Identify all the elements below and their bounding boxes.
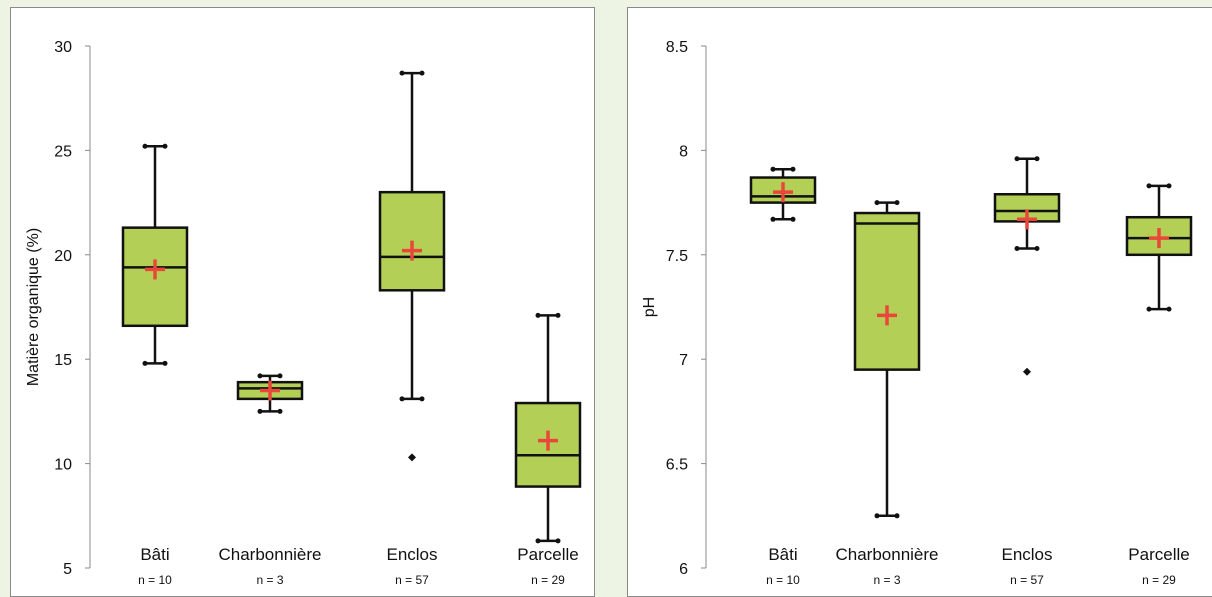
cap-dot: [1166, 306, 1172, 312]
cap-dot: [874, 200, 880, 206]
category-label: Charbonnière: [835, 545, 938, 564]
outlier-point: [1023, 367, 1031, 376]
cap-dot: [770, 216, 776, 222]
cap-dot: [1034, 156, 1040, 162]
cap-dot: [419, 70, 425, 76]
sample-count-label: n = 10: [138, 573, 172, 587]
outlier-point: [408, 453, 416, 462]
y-tick-label: 6: [679, 561, 688, 578]
category-label: Parcelle: [1128, 545, 1189, 564]
box-iqr: [853, 211, 921, 371]
y-tick-label: 8: [679, 143, 688, 160]
sample-count-label: n = 10: [766, 573, 800, 587]
cap-dot: [1014, 246, 1020, 252]
category-label: Parcelle: [517, 545, 578, 564]
y-tick-label: 7.5: [666, 248, 688, 265]
cap-dot: [1166, 183, 1172, 189]
y-tick-label: 30: [54, 39, 72, 56]
cap-dot: [399, 396, 405, 402]
cap-dot: [399, 70, 405, 76]
cap-dot: [535, 312, 541, 318]
y-tick-label: 10: [54, 457, 72, 474]
cap-dot: [555, 312, 561, 318]
y-tick-label: 15: [54, 352, 72, 369]
sample-count-label: n = 3: [256, 573, 283, 587]
cap-dot: [790, 166, 796, 172]
cap-dot: [277, 373, 283, 379]
cap-dot: [142, 143, 148, 149]
cap-dot: [277, 408, 283, 414]
y-axis-label: pH: [641, 297, 658, 317]
y-axis-label: Matière organique (%): [25, 228, 42, 386]
cap-dot: [894, 200, 900, 206]
chart-panel-organic-matter: [10, 7, 595, 597]
y-tick-label: 20: [54, 248, 72, 265]
sample-count-label: n = 57: [395, 573, 429, 587]
category-label: Charbonnière: [218, 545, 321, 564]
cap-dot: [142, 360, 148, 366]
cap-dot: [535, 538, 541, 544]
cap-dot: [555, 538, 561, 544]
y-tick-label: 5: [63, 561, 72, 578]
cap-dot: [894, 513, 900, 519]
category-label: Enclos: [1001, 545, 1052, 564]
cap-dot: [162, 143, 168, 149]
cap-dot: [770, 166, 776, 172]
cap-dot: [874, 513, 880, 519]
cap-dot: [162, 360, 168, 366]
category-label: Bâti: [140, 545, 169, 564]
cap-dot: [1146, 306, 1152, 312]
category-label: Enclos: [386, 545, 437, 564]
cap-dot: [1034, 246, 1040, 252]
cap-dot: [257, 373, 263, 379]
sample-count-label: n = 3: [873, 573, 900, 587]
cap-dot: [790, 216, 796, 222]
y-tick-label: 8.5: [666, 39, 688, 56]
sample-count-label: n = 57: [1010, 573, 1044, 587]
cap-dot: [1146, 183, 1152, 189]
sample-count-label: n = 29: [531, 573, 565, 587]
y-tick-label: 6.5: [666, 457, 688, 474]
sample-count-label: n = 29: [1142, 573, 1176, 587]
cap-dot: [419, 396, 425, 402]
cap-dot: [1014, 156, 1020, 162]
cap-dot: [257, 408, 263, 414]
category-label: Bâti: [768, 545, 797, 564]
y-tick-label: 25: [54, 143, 72, 160]
y-tick-label: 7: [679, 352, 688, 369]
